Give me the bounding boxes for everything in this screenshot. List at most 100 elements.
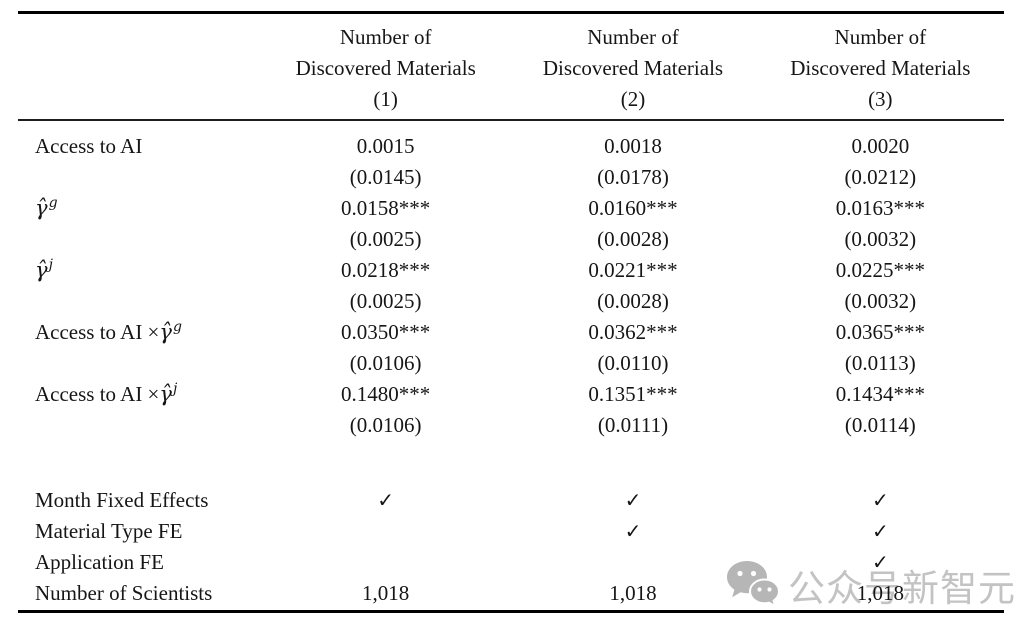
estimate-cell: 0.1351*** [588,382,678,406]
stderr-cell: (0.0028) [597,227,669,251]
row-label-text: Access to AI [35,134,143,158]
table-row-stderr: (0.0106) (0.0110) (0.0113) [18,348,1004,379]
section-gap [18,441,1004,485]
estimate-cell: 0.0015 [356,134,415,158]
table-row-summary: Number of Scientists 1,018 1,018 1,018 [18,578,1004,609]
stderr-cell: (0.0110) [597,351,669,375]
table-body: Access to AI 0.0015 0.0018 0.0020 (0.014… [18,131,1004,609]
row-label: Month Fixed Effects [35,488,209,512]
checkmark-cell: ✓ [871,488,889,512]
estimate-cell: 0.1480*** [341,382,431,406]
table-row-stderr: (0.0106) (0.0111) (0.0114) [18,410,1004,441]
row-label-sup: j [48,257,53,273]
wechat-watermark: 公众号新智元 [726,558,1016,612]
checkmark-cell [262,516,509,547]
column-header-line1: Number of [587,25,679,49]
stderr-cell: (0.0106) [349,413,422,437]
row-label [18,224,262,255]
estimate-cell: 0.0158*** [341,196,431,220]
row-label: γ̂j [18,255,262,286]
stderr-cell: (0.0032) [844,227,917,251]
row-label-sup: j [172,381,178,397]
stderr-cell: (0.0178) [597,165,669,189]
stderr-cell: (0.0114) [844,413,916,437]
estimate-cell: 0.0350*** [341,320,431,344]
stderr-cell: (0.0212) [844,165,917,189]
row-label-text: Access to AI × [35,382,160,406]
row-label-math: γ̂ [35,258,48,282]
estimate-cell: 0.0365*** [835,320,925,344]
estimate-cell: 0.0221*** [588,258,678,282]
column-header-line1: Number of [834,25,927,49]
estimate-cell: 0.1434*** [835,382,925,406]
summary-cell: 1,018 [609,581,657,605]
column-header-line2: Discovered Materials [295,56,476,80]
row-label [18,410,262,441]
row-label: Application FE [35,550,164,574]
row-label: Access to AI ×γ̂g [18,317,262,348]
row-label-sup: g [48,195,58,211]
table-row-fixed-effect: Material Type FE ✓ ✓ [18,516,1004,547]
column-header-line2: Discovered Materials [790,56,971,80]
checkmark-cell: ✓ [871,519,889,543]
estimate-cell: 0.0020 [851,134,910,158]
row-label: γ̂g [18,193,262,224]
table-bottom-rule [18,610,1004,613]
column-number: (3) [868,87,893,111]
stderr-cell: (0.0106) [349,351,422,375]
column-header-1: Number of Discovered Materials (1) [262,22,509,115]
stderr-cell: (0.0032) [844,289,917,313]
column-header-3: Number of Discovered Materials (3) [757,22,1004,115]
row-label-math: γ̂ [159,320,172,344]
estimate-cell: 0.0225*** [835,258,925,282]
table-row-fixed-effect: Month Fixed Effects ✓ ✓ ✓ [18,485,1004,516]
column-number: (1) [373,87,398,111]
header-empty-cell [18,22,262,115]
checkmark-cell: ✓ [624,488,642,512]
row-label-math: γ̂ [35,196,48,220]
stderr-cell: (0.0111) [597,413,669,437]
row-label: Access to AI ×γ̂j [18,379,262,410]
table-row-estimate: γ̂j 0.0218*** 0.0221*** 0.0225*** [18,255,1004,286]
watermark-text: 公众号新智元 [788,568,1016,609]
table-header-rule [18,119,1004,121]
stderr-cell: (0.0028) [597,289,669,313]
column-header-2: Number of Discovered Materials (2) [509,22,756,115]
table-row-stderr: (0.0145) (0.0178) (0.0212) [18,162,1004,193]
table-row-stderr: (0.0025) (0.0028) (0.0032) [18,286,1004,317]
table-row-fixed-effect: Application FE ✓ [18,547,1004,578]
table-row-estimate: γ̂g 0.0158*** 0.0160*** 0.0163*** [18,193,1004,224]
row-label-text: Access to AI × [35,320,160,344]
checkmark-cell: ✓ [624,519,642,543]
estimate-cell: 0.0218*** [341,258,431,282]
row-label: Access to AI [18,131,262,162]
table-top-rule [18,11,1004,14]
column-header-line2: Discovered Materials [542,56,724,80]
checkmark-cell: ✓ [871,550,889,574]
stderr-cell: (0.0025) [349,227,422,251]
stderr-cell: (0.0113) [844,351,916,375]
row-label [18,348,262,379]
estimate-cell: 0.0163*** [835,196,925,220]
estimate-cell: 0.0362*** [588,320,678,344]
table-row-estimate: Access to AI 0.0015 0.0018 0.0020 [18,131,1004,162]
summary-cell: 1,018 [362,581,410,605]
stderr-cell: (0.0025) [349,289,422,313]
row-label [18,286,262,317]
table-row-stderr: (0.0025) (0.0028) (0.0032) [18,224,1004,255]
checkmark-cell: ✓ [377,488,395,512]
checkmark-cell [262,547,509,578]
table-row-estimate: Access to AI ×γ̂g 0.0350*** 0.0362*** 0.… [18,317,1004,348]
row-label: Number of Scientists [35,581,213,605]
table-header-row: Number of Discovered Materials (1) Numbe… [18,22,1004,115]
summary-cell: 1,018 [856,581,904,605]
estimate-cell: 0.0160*** [588,196,678,220]
column-header-line1: Number of [339,25,432,49]
row-label-sup: g [172,319,182,335]
row-label: Material Type FE [35,519,183,543]
wechat-icon [727,561,780,609]
table-row-estimate: Access to AI ×γ̂j 0.1480*** 0.1351*** 0.… [18,379,1004,410]
row-label [18,162,262,193]
row-label-math: γ̂ [159,382,172,406]
